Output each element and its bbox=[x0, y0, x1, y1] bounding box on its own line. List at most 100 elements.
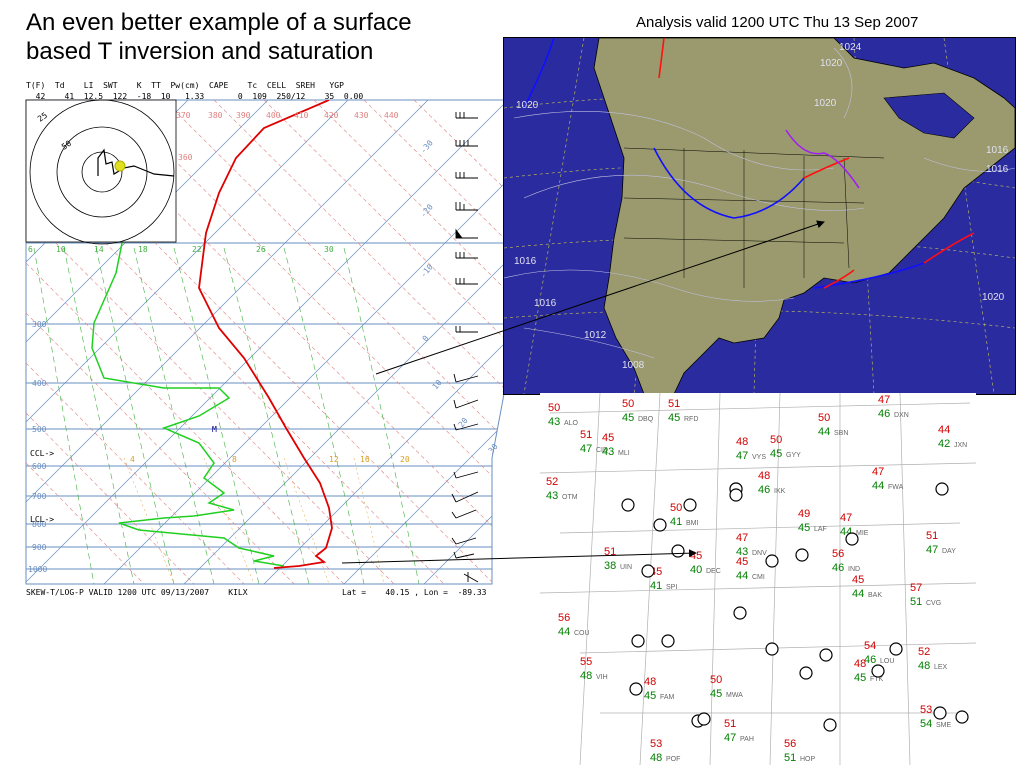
station: 50 44 SBN bbox=[818, 412, 848, 438]
svg-text:47: 47 bbox=[724, 732, 736, 744]
hodograph: 25 50 bbox=[25, 99, 177, 245]
isobar-label: 1008 bbox=[622, 360, 645, 371]
svg-text:44: 44 bbox=[852, 588, 864, 600]
svg-text:45: 45 bbox=[710, 688, 722, 700]
svg-text:45: 45 bbox=[622, 412, 634, 424]
station: 48 46 IKK bbox=[758, 470, 786, 496]
svg-text:56: 56 bbox=[784, 738, 796, 750]
svg-text:45: 45 bbox=[602, 432, 614, 444]
pressure-label: 400 bbox=[32, 379, 47, 388]
station: 50 45 MWA bbox=[710, 674, 743, 700]
mixing-label: 6 bbox=[28, 245, 33, 254]
svg-text:LEX: LEX bbox=[934, 664, 948, 671]
svg-text:LOU: LOU bbox=[880, 658, 894, 665]
isobar-label: 1012 bbox=[584, 330, 607, 341]
station: 50 45 GYY bbox=[770, 434, 801, 460]
svg-text:VIH: VIH bbox=[596, 674, 608, 681]
svg-text:48: 48 bbox=[918, 660, 930, 672]
isobar-label: 1024 bbox=[839, 42, 862, 53]
svg-text:38: 38 bbox=[604, 560, 616, 572]
svg-text:RFD: RFD bbox=[684, 416, 698, 423]
svg-text:52: 52 bbox=[918, 646, 930, 658]
svg-text:53: 53 bbox=[650, 738, 662, 750]
svg-text:45: 45 bbox=[854, 672, 866, 684]
svg-text:DEC: DEC bbox=[706, 568, 721, 575]
station: 47 46 DXN bbox=[878, 394, 909, 420]
svg-text:52: 52 bbox=[546, 476, 558, 488]
pressure-label: 600 bbox=[32, 462, 47, 471]
svg-text:45: 45 bbox=[668, 412, 680, 424]
theta-label: 400 bbox=[266, 111, 281, 120]
theta-label: 440 bbox=[384, 111, 399, 120]
station: 52 48 LEX bbox=[918, 646, 948, 672]
svg-text:44: 44 bbox=[818, 426, 830, 438]
svg-text:50: 50 bbox=[818, 412, 830, 424]
skewt-location: Lat = 40.15 , Lon = -89.33 bbox=[342, 588, 487, 597]
svg-text:OTM: OTM bbox=[562, 494, 578, 501]
station: 56 44 COU bbox=[558, 612, 590, 638]
svg-text:48: 48 bbox=[758, 470, 770, 482]
slide-title: An even better example of a surface base… bbox=[26, 9, 412, 65]
surface-analysis-map: 1024 1020 1020 1016 1016 1012 1008 1016 … bbox=[503, 37, 1016, 395]
station: 51 47 PAH bbox=[724, 718, 754, 744]
station: 47 43 DNV bbox=[736, 532, 767, 558]
isobar-label: 1016 bbox=[514, 256, 537, 267]
station-markers bbox=[621, 482, 969, 732]
station: 45 43 MLI bbox=[602, 432, 630, 458]
pressure-label: 1000 bbox=[28, 565, 47, 574]
isobar-label: 1016 bbox=[986, 145, 1009, 156]
svg-text:CMI: CMI bbox=[752, 574, 765, 581]
isobar-label: 1016 bbox=[534, 298, 557, 309]
svg-text:55: 55 bbox=[580, 656, 592, 668]
svg-text:45: 45 bbox=[770, 448, 782, 460]
svg-text:HOP: HOP bbox=[800, 756, 816, 763]
m-label: M bbox=[212, 425, 217, 434]
svg-text:IND: IND bbox=[848, 566, 860, 573]
svg-text:44: 44 bbox=[558, 626, 570, 638]
svg-text:GYY: GYY bbox=[786, 452, 801, 459]
svg-text:BAK: BAK bbox=[868, 592, 882, 599]
svg-text:45: 45 bbox=[798, 522, 810, 534]
pressure-label: 500 bbox=[32, 425, 47, 434]
svg-text:48: 48 bbox=[854, 658, 866, 670]
mixing-small-label: 16 bbox=[360, 455, 370, 464]
skewt-footer: SKEW-T/LOG-P VALID 1200 UTC 09/13/2007 K… bbox=[26, 588, 248, 597]
svg-text:41: 41 bbox=[650, 580, 662, 592]
mixing-small-label: 4 bbox=[130, 455, 135, 464]
pressure-label: 800 bbox=[32, 520, 47, 529]
svg-text:CVG: CVG bbox=[926, 600, 941, 607]
station: 48 45 FAM bbox=[644, 676, 675, 702]
svg-text:48: 48 bbox=[580, 670, 592, 682]
pressure-label: 700 bbox=[32, 492, 47, 501]
station: 54 46 LOU bbox=[864, 640, 894, 666]
svg-text:48: 48 bbox=[736, 436, 748, 448]
svg-text:SBN: SBN bbox=[834, 430, 848, 437]
skewt-index-values: 42 41 12.5 122 -18 10 1.33 0 109 250/12 … bbox=[26, 92, 364, 101]
svg-text:FAM: FAM bbox=[660, 694, 675, 701]
svg-text:47: 47 bbox=[580, 443, 592, 455]
svg-text:44: 44 bbox=[938, 424, 950, 436]
station: 50 41 BMI bbox=[670, 502, 699, 528]
station: 53 54 SME bbox=[920, 704, 952, 730]
station: 53 48 POF bbox=[650, 738, 680, 764]
station: 48 45 FTK bbox=[854, 658, 884, 684]
svg-text:56: 56 bbox=[558, 612, 570, 624]
svg-text:49: 49 bbox=[798, 508, 810, 520]
svg-text:46: 46 bbox=[832, 562, 844, 574]
svg-text:54: 54 bbox=[920, 718, 932, 730]
svg-text:43: 43 bbox=[548, 416, 560, 428]
mixing-label: 14 bbox=[94, 245, 104, 254]
svg-text:50: 50 bbox=[622, 398, 634, 410]
svg-text:51: 51 bbox=[580, 429, 592, 441]
svg-text:46: 46 bbox=[758, 484, 770, 496]
svg-text:COU: COU bbox=[574, 630, 590, 637]
svg-text:56: 56 bbox=[832, 548, 844, 560]
mixing-small-label: 8 bbox=[232, 455, 237, 464]
svg-text:45: 45 bbox=[736, 556, 748, 568]
svg-text:51: 51 bbox=[724, 718, 736, 730]
isobar-label: 1020 bbox=[814, 98, 837, 109]
svg-text:DNV: DNV bbox=[752, 550, 767, 557]
station: 50 43 ALO bbox=[548, 402, 579, 428]
svg-text:45: 45 bbox=[852, 574, 864, 586]
mixing-label: 22 bbox=[192, 245, 202, 254]
